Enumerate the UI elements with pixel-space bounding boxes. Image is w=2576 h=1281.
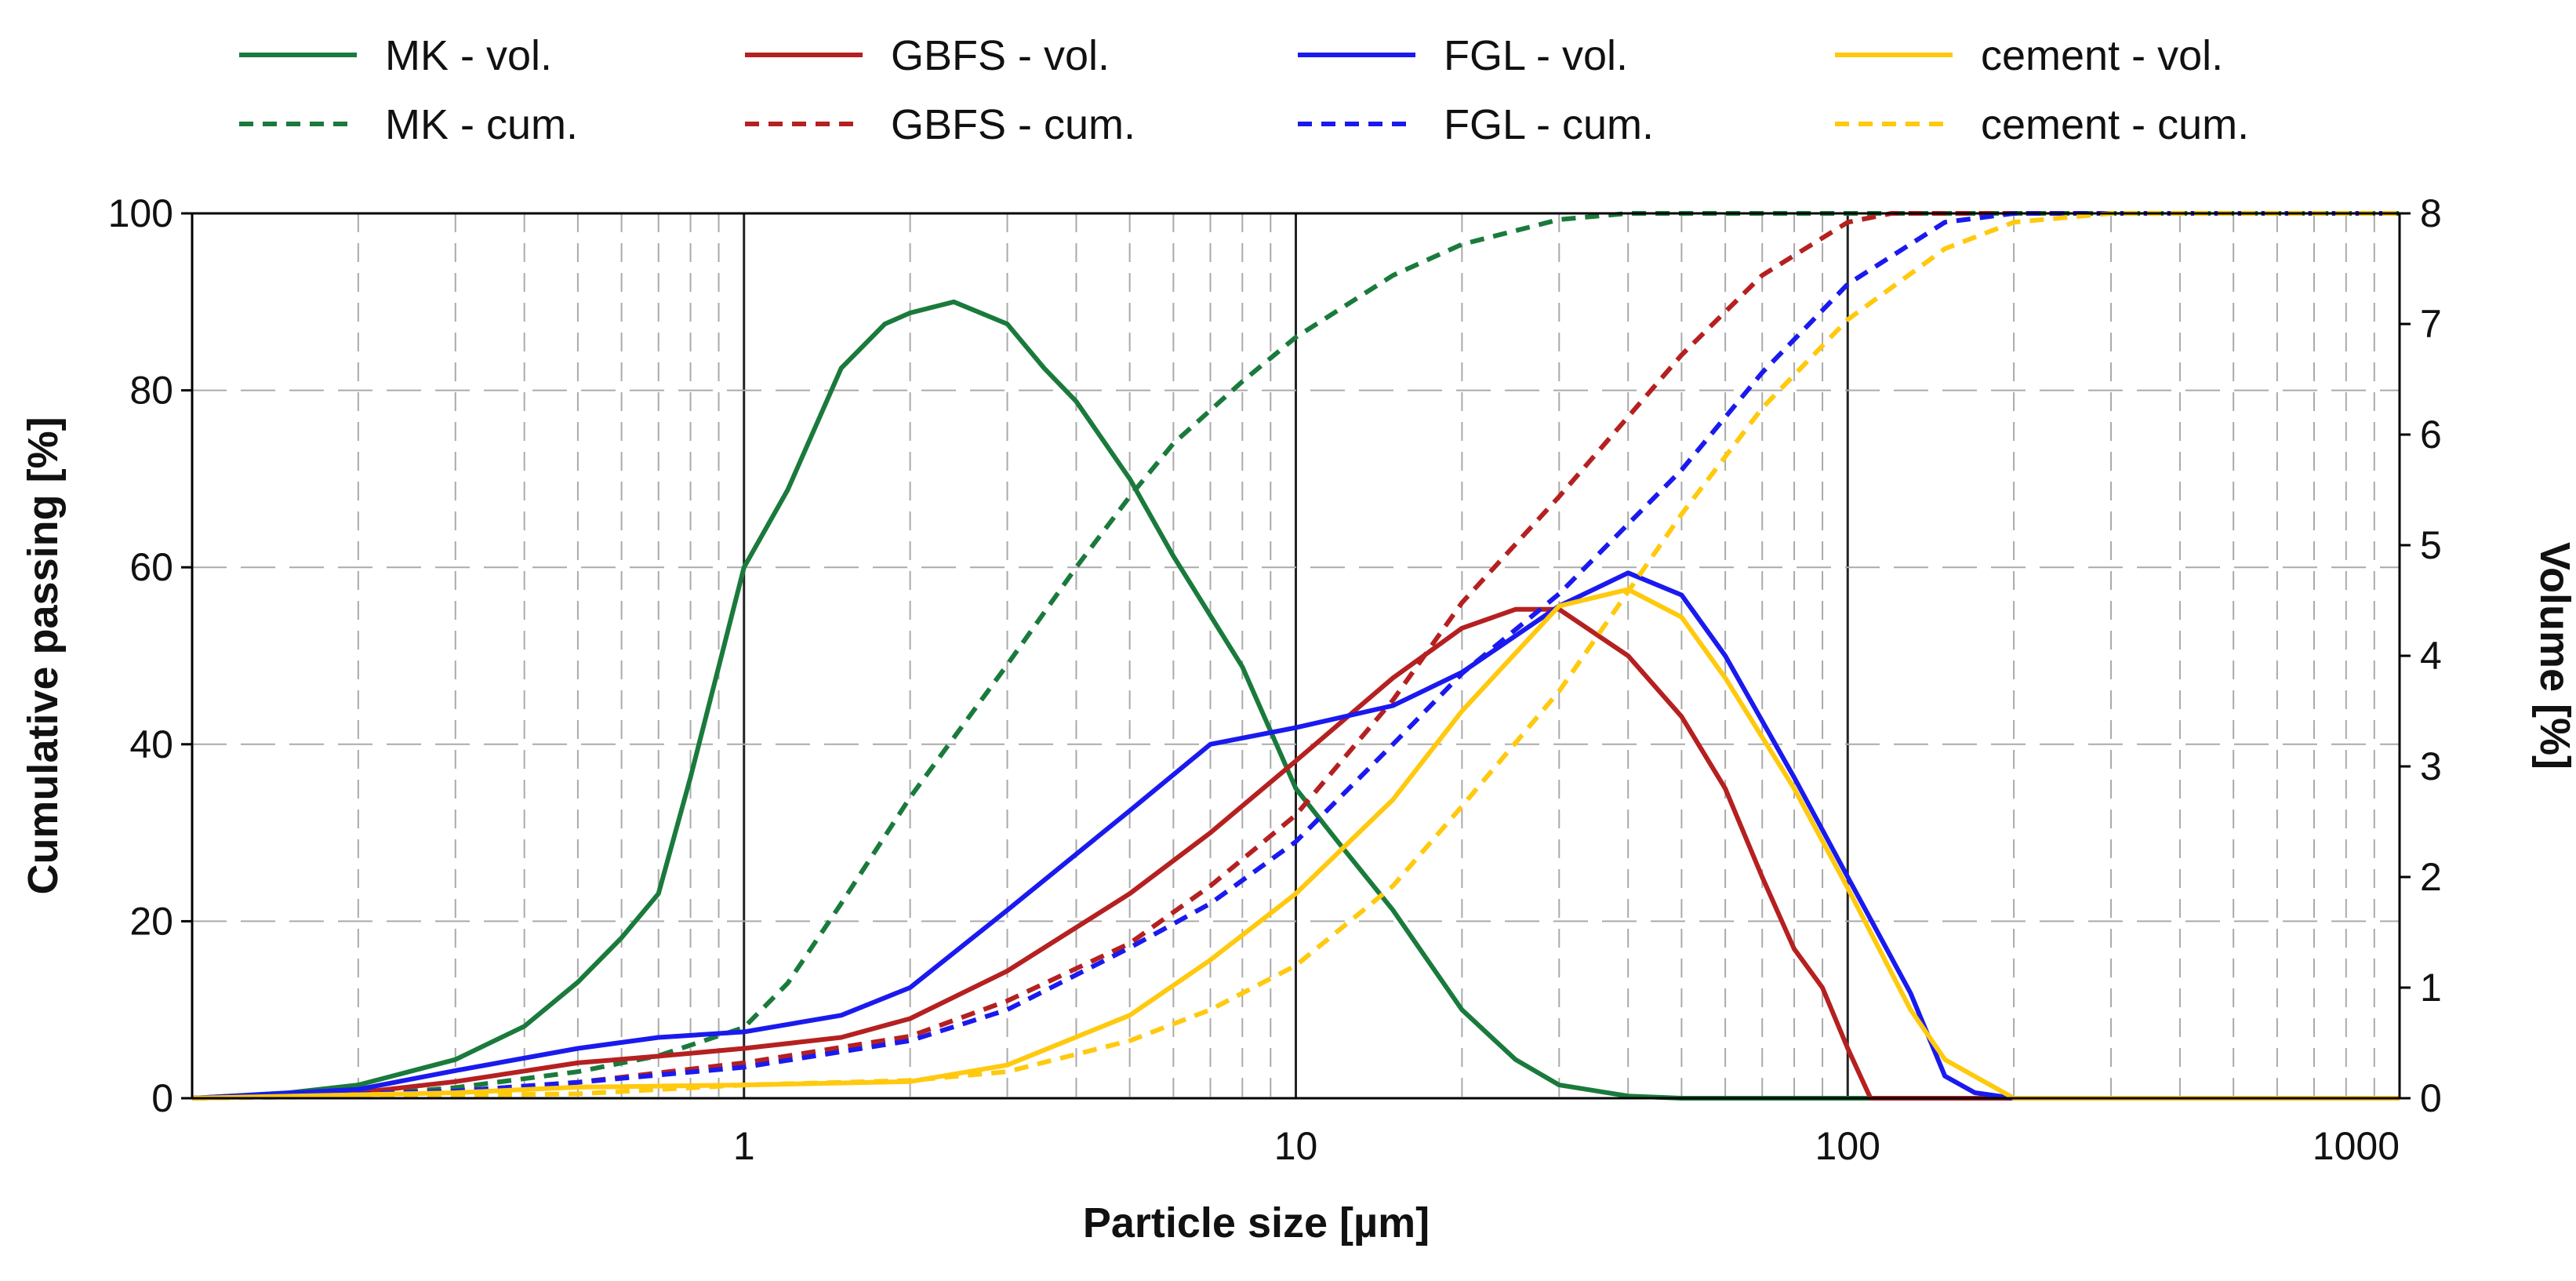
series-line-gbfs-vol bbox=[191, 606, 2400, 1101]
y2-tick-label: 5 bbox=[2420, 523, 2442, 567]
series-layer bbox=[191, 211, 2400, 1101]
legend-label-gbfs-vol: GBFS - vol. bbox=[891, 32, 1110, 79]
y2-tick-label: 4 bbox=[2420, 634, 2442, 678]
series-line-mk-vol bbox=[191, 299, 2400, 1101]
y2-axis-ticks: 0 1 2 3 4 5 6 7 8 bbox=[2400, 191, 2442, 1120]
y-axis-ticks: 0 20 40 60 80 100 bbox=[108, 191, 192, 1120]
series-line-gbfs-cum bbox=[191, 211, 2400, 1101]
series-line-mk-cum bbox=[191, 211, 2400, 1101]
x-axis-title: Particle size [µm] bbox=[1083, 1199, 1430, 1246]
legend: MK - vol. MK - cum. GBFS - vol. GBFS - cum.… bbox=[239, 32, 2249, 148]
y2-tick-label: 0 bbox=[2420, 1076, 2442, 1120]
x-axis-ticks: 1 10 100 1000 bbox=[733, 1124, 2400, 1168]
legend-label-mk-cum: MK - cum. bbox=[385, 101, 578, 148]
series-line-cement-cum bbox=[191, 211, 2400, 1101]
x-tick-label: 10 bbox=[1274, 1124, 1318, 1168]
legend-label-cement-vol: cement - vol. bbox=[1981, 32, 2223, 79]
legend-label-fgl-cum: FGL - cum. bbox=[1444, 101, 1654, 148]
y-tick-label: 40 bbox=[129, 722, 173, 766]
grid bbox=[192, 213, 2400, 1098]
y2-tick-label: 7 bbox=[2420, 302, 2442, 346]
series-line-fgl-vol bbox=[191, 570, 2400, 1101]
series-line-fgl-cum bbox=[191, 211, 2400, 1101]
y-tick-label: 100 bbox=[108, 191, 173, 235]
y-axis-title: Cumulative passing [%] bbox=[20, 417, 67, 894]
legend-label-cement-cum: cement - cum. bbox=[1981, 101, 2249, 148]
y-tick-label: 80 bbox=[129, 369, 173, 413]
legend-label-gbfs-cum: GBFS - cum. bbox=[891, 101, 1135, 148]
y-tick-label: 60 bbox=[129, 545, 173, 589]
y2-tick-label: 2 bbox=[2420, 855, 2442, 899]
y2-tick-label: 1 bbox=[2420, 966, 2442, 1010]
y-tick-label: 20 bbox=[129, 899, 173, 943]
legend-label-mk-vol: MK - vol. bbox=[385, 32, 552, 79]
y2-tick-label: 8 bbox=[2420, 191, 2442, 235]
y2-tick-label: 6 bbox=[2420, 413, 2442, 457]
x-tick-label: 1 bbox=[733, 1124, 755, 1168]
x-tick-label: 1000 bbox=[2313, 1124, 2400, 1168]
x-tick-label: 100 bbox=[1815, 1124, 1880, 1168]
y2-tick-label: 3 bbox=[2420, 744, 2442, 788]
legend-label-fgl-vol: FGL - vol. bbox=[1444, 32, 1628, 79]
y2-axis-title: Volume [%] bbox=[2531, 542, 2576, 770]
series-line-cement-vol bbox=[191, 587, 2400, 1101]
y-tick-label: 0 bbox=[151, 1076, 173, 1120]
